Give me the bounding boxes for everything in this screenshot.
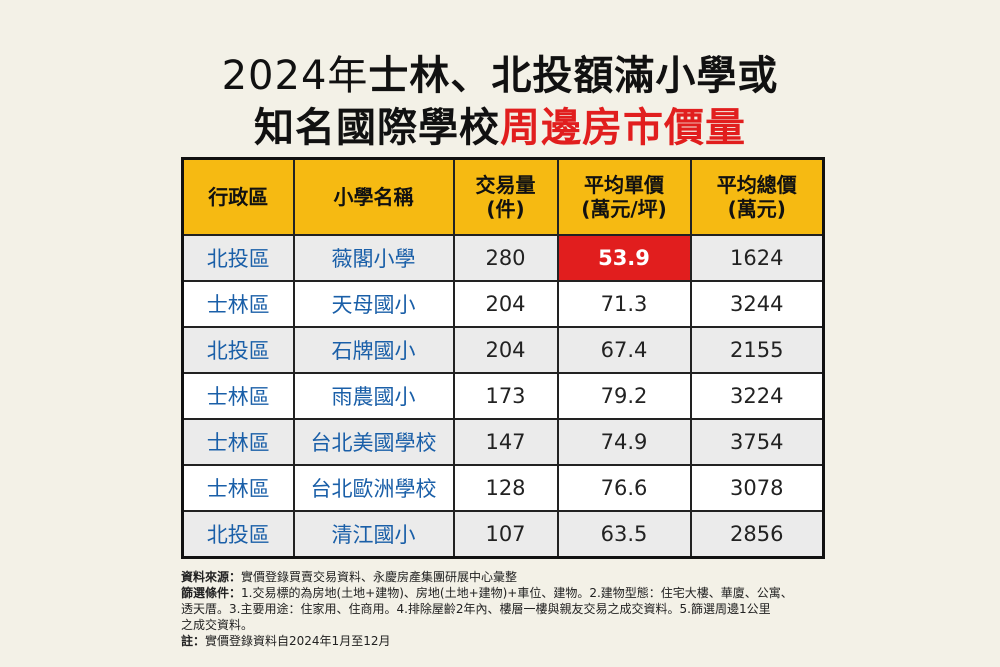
district-cell: 士林區 bbox=[181, 280, 295, 328]
column-header-1: 小學名稱 bbox=[292, 157, 455, 236]
school-cell: 天母國小 bbox=[292, 280, 455, 328]
unit-price-cell: 67.4 bbox=[556, 326, 692, 374]
title-line-1: 2024年士林、北投額滿小學或 bbox=[0, 52, 1000, 100]
table-row: 士林區 台北歐洲學校 128 76.6 3078 bbox=[181, 464, 825, 512]
title-line-2: 知名國際學校周邊房市價量 bbox=[0, 104, 1000, 152]
column-header-text: (件) bbox=[486, 197, 525, 221]
count-cell: 107 bbox=[452, 510, 559, 559]
highlighted-unit-price-cell: 53.9 bbox=[556, 234, 692, 282]
district-cell: 北投區 bbox=[181, 510, 295, 559]
housing-table: 行政區 小學名稱 交易量 (件) 平均單價 (萬元/坪) 平均總價 (萬元) 北投區 薇閣小學 2… bbox=[181, 157, 825, 559]
column-header-3: 平均單價 (萬元/坪) bbox=[556, 157, 692, 236]
district-cell: 北投區 bbox=[181, 234, 295, 282]
count-cell: 204 bbox=[452, 280, 559, 328]
date-note: 註：實價登錄資料自2024年1月至12月 bbox=[181, 633, 841, 649]
unit-price-cell: 76.6 bbox=[556, 464, 692, 512]
note-label: 註： bbox=[181, 634, 206, 648]
column-header-text: 交易量 bbox=[475, 173, 536, 197]
column-header-text: 小學名稱 bbox=[333, 185, 414, 209]
total-price-cell: 3754 bbox=[689, 418, 825, 466]
total-price-cell: 3078 bbox=[689, 464, 825, 512]
title-highlight: 周邊房市價量 bbox=[500, 105, 746, 151]
title-year: 2024年 bbox=[221, 53, 369, 99]
school-cell: 石牌國小 bbox=[292, 326, 455, 374]
school-cell: 清江國小 bbox=[292, 510, 455, 559]
column-header-2: 交易量 (件) bbox=[452, 157, 559, 236]
district-cell: 士林區 bbox=[181, 464, 295, 512]
criteria-line-1: 1.交易標的為房地(土地+建物)、房地(土地+建物)+車位、建物。2.建物型態：… bbox=[241, 586, 793, 600]
source-text: 實價登錄買賣交易資料、永慶房產集團研展中心彙整 bbox=[241, 570, 518, 584]
district-cell: 北投區 bbox=[181, 326, 295, 374]
total-price-cell: 2155 bbox=[689, 326, 825, 374]
table-row: 北投區 石牌國小 204 67.4 2155 bbox=[181, 326, 825, 374]
count-cell: 147 bbox=[452, 418, 559, 466]
column-header-text: 行政區 bbox=[208, 185, 269, 209]
column-header-text: (萬元) bbox=[727, 197, 786, 221]
source-note: 資料來源：實價登錄買賣交易資料、永慶房產集團研展中心彙整 bbox=[181, 569, 841, 585]
unit-price-cell: 74.9 bbox=[556, 418, 692, 466]
table-row: 士林區 天母國小 204 71.3 3244 bbox=[181, 280, 825, 328]
table-row: 士林區 雨農國小 173 79.2 3224 bbox=[181, 372, 825, 420]
column-header-text: 平均單價 bbox=[584, 173, 664, 197]
column-header-4: 平均總價 (萬元) bbox=[689, 157, 825, 236]
count-cell: 128 bbox=[452, 464, 559, 512]
footnotes: 資料來源：實價登錄買賣交易資料、永慶房產集團研展中心彙整 篩選條件：1.交易標的… bbox=[181, 569, 841, 649]
criteria-line-3: 之成交資料。 bbox=[181, 618, 254, 632]
title-sub: 知名國際學校 bbox=[254, 105, 500, 151]
table-header-row: 行政區 小學名稱 交易量 (件) 平均單價 (萬元/坪) 平均總價 (萬元) bbox=[181, 157, 825, 236]
title-main: 士林、北投額滿小學或 bbox=[368, 53, 779, 99]
source-label: 資料來源： bbox=[181, 570, 242, 584]
unit-price-cell: 63.5 bbox=[556, 510, 692, 559]
unit-price-cell: 71.3 bbox=[556, 280, 692, 328]
total-price-cell: 1624 bbox=[689, 234, 825, 282]
district-cell: 士林區 bbox=[181, 372, 295, 420]
unit-price-cell: 79.2 bbox=[556, 372, 692, 420]
criteria-label: 篩選條件： bbox=[181, 586, 242, 600]
criteria-note: 篩選條件：1.交易標的為房地(土地+建物)、房地(土地+建物)+車位、建物。2.… bbox=[181, 585, 841, 601]
school-cell: 台北美國學校 bbox=[292, 418, 455, 466]
column-header-text: 平均總價 bbox=[716, 173, 797, 197]
table-row: 北投區 薇閣小學 280 53.9 1624 bbox=[181, 234, 825, 282]
count-cell: 280 bbox=[452, 234, 559, 282]
school-cell: 台北歐洲學校 bbox=[292, 464, 455, 512]
criteria-line-2: 透天厝。3.主要用途：住家用、住商用。4.排除屋齡2年內、樓層一樓與親友交易之成… bbox=[181, 602, 771, 616]
column-header-0: 行政區 bbox=[181, 157, 295, 236]
table-row: 北投區 清江國小 107 63.5 2856 bbox=[181, 510, 825, 559]
note-text: 實價登錄資料自2024年1月至12月 bbox=[205, 634, 391, 648]
column-header-text: (萬元/坪) bbox=[581, 197, 667, 221]
school-cell: 雨農國小 bbox=[292, 372, 455, 420]
district-cell: 士林區 bbox=[181, 418, 295, 466]
school-cell: 薇閣小學 bbox=[292, 234, 455, 282]
total-price-cell: 3244 bbox=[689, 280, 825, 328]
table-row: 士林區 台北美國學校 147 74.9 3754 bbox=[181, 418, 825, 466]
total-price-cell: 2856 bbox=[689, 510, 825, 559]
count-cell: 173 bbox=[452, 372, 559, 420]
total-price-cell: 3224 bbox=[689, 372, 825, 420]
count-cell: 204 bbox=[452, 326, 559, 374]
table-body: 北投區 薇閣小學 280 53.9 1624 士林區 天母國小 204 71.3 3244 北投區石… bbox=[181, 234, 825, 559]
